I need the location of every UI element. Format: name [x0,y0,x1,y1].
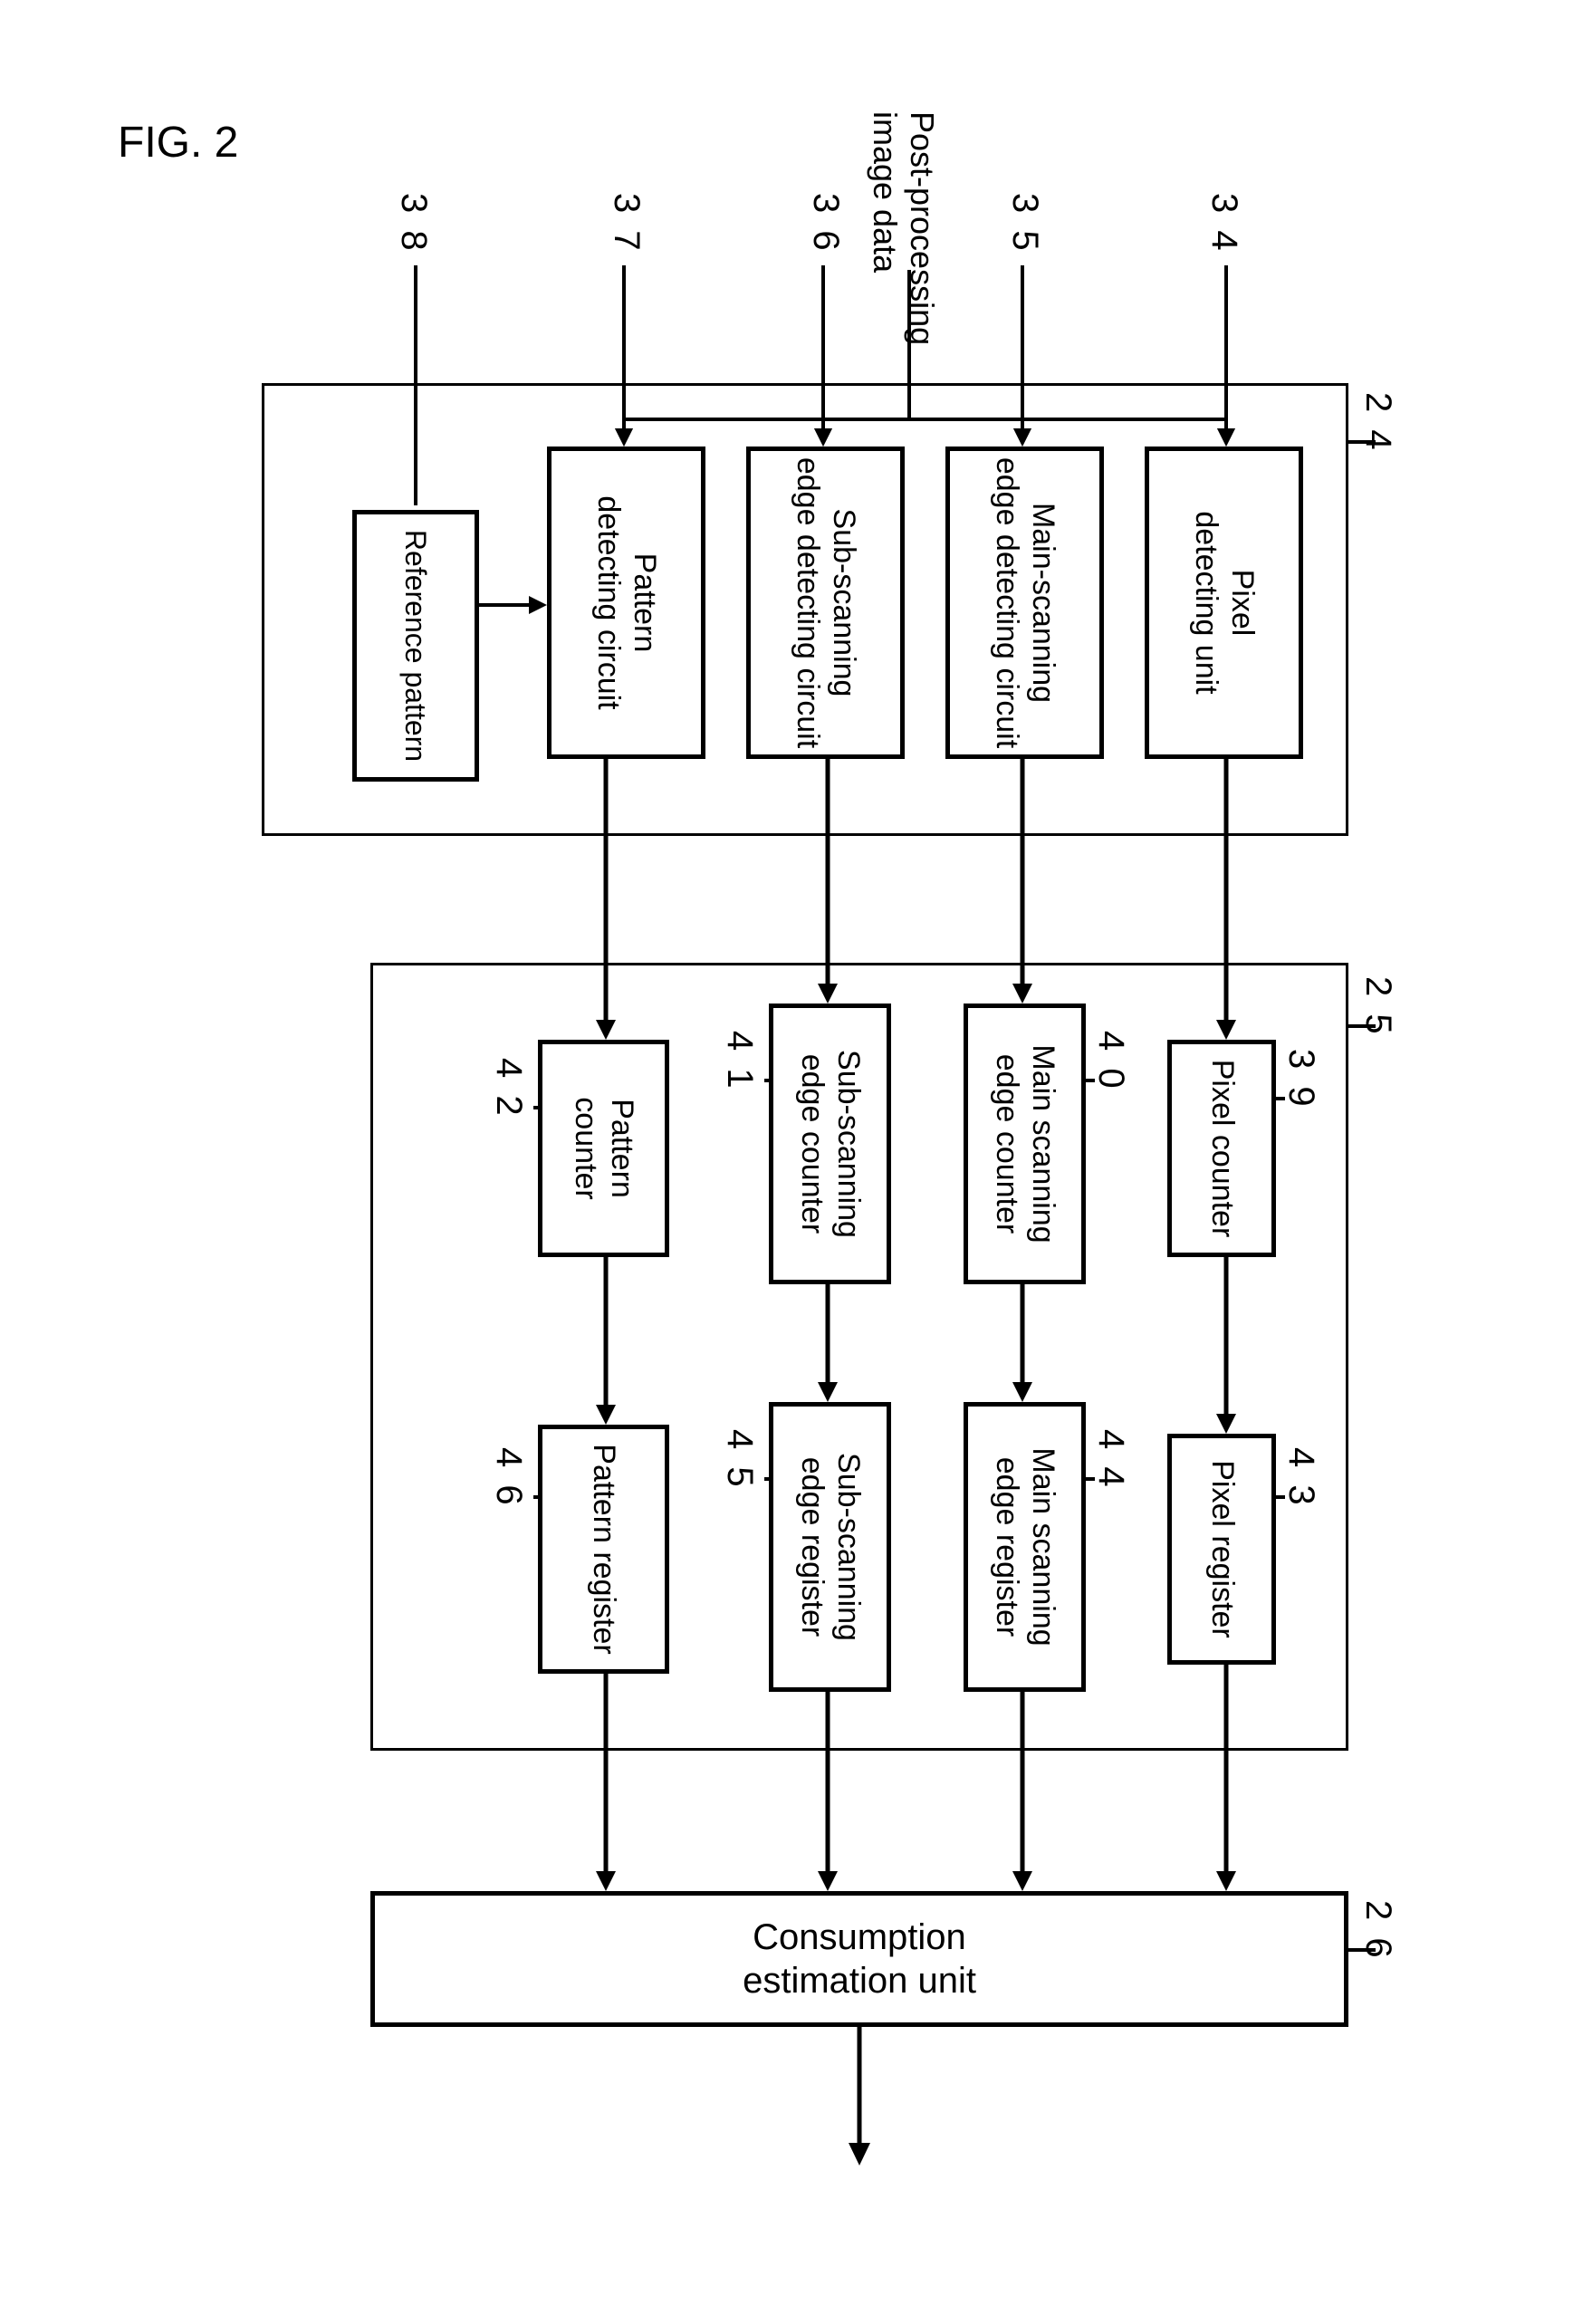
ref-43: 4 3 [1280,1447,1321,1509]
block-46: Pattern register [538,1425,669,1674]
block-40: Main scanning edge counter [964,1004,1086,1284]
block-41: Sub-scanning edge counter [769,1004,891,1284]
block-26: Consumption estimation unit [370,1891,1348,2027]
block-44: Main scanning edge register [964,1402,1086,1692]
ref-26: 2 6 [1357,1900,1398,1962]
block-35: Main-scanning edge detecting circuit [945,447,1104,759]
input-label: Post-processing image data [866,111,941,347]
block-45: Sub-scanning edge register [769,1402,891,1692]
ref-45: 4 5 [719,1429,760,1491]
block-26-label: Consumption estimation unit [743,1916,976,2002]
ref-35: 3 5 [1004,193,1045,254]
ref-24: 2 4 [1357,392,1398,454]
ref-44: 4 4 [1090,1429,1131,1491]
ref-41: 4 1 [719,1031,760,1092]
ref-25: 2 5 [1357,976,1398,1038]
ref-46: 4 6 [488,1447,529,1509]
block-39: Pixel counter [1167,1040,1276,1257]
block-37: Pattern detecting circuit [547,447,705,759]
diagram-container: Post-processing image data 2 4 Pixel det… [108,120,1466,2204]
ref-34: 3 4 [1204,193,1244,254]
block-34: Pixel detecting unit [1145,447,1303,759]
block-42: Pattern counter [538,1040,669,1257]
block-43: Pixel register [1167,1434,1276,1665]
ref-42: 4 2 [488,1058,529,1119]
ref-36: 3 6 [805,193,846,254]
block-36: Sub-scanning edge detecting circuit [746,447,905,759]
ref-40: 4 0 [1090,1031,1131,1092]
block-38: Reference pattern [352,510,479,782]
ref-39: 3 9 [1280,1049,1321,1110]
ref-38: 3 8 [393,193,434,254]
ref-37: 3 7 [606,193,647,254]
